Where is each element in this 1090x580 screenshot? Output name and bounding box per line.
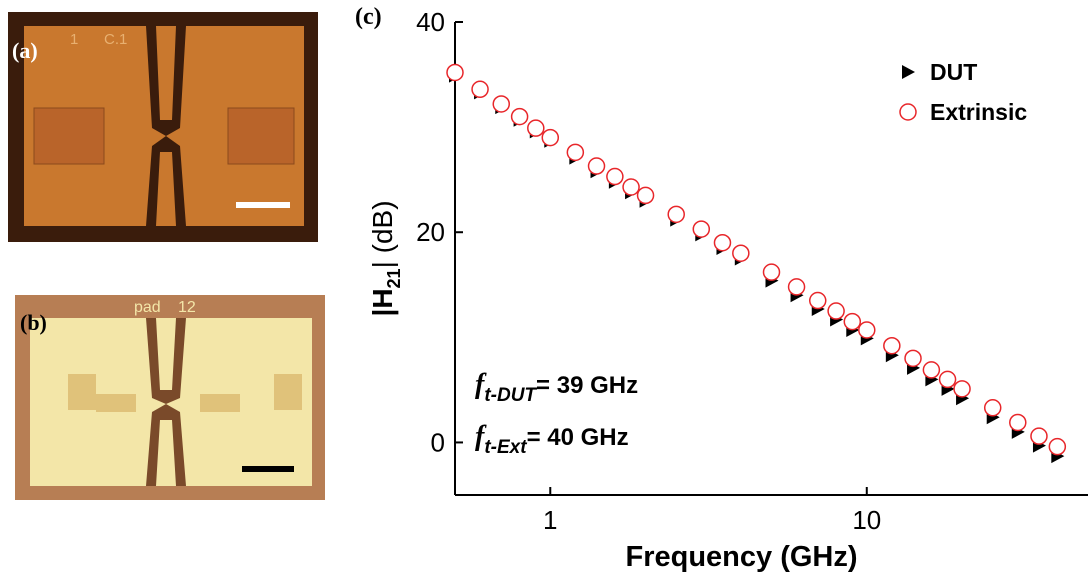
data-point [527,119,545,137]
data-point [622,178,640,196]
panel-label: (c) [355,4,382,30]
data-point [858,321,876,339]
annotation-text: = 39 GHz [536,372,638,399]
data-point [904,349,922,368]
photo-a [8,12,318,242]
panel-label: (b) [20,310,47,335]
annotation-symbol: f [475,421,487,452]
data-point [953,380,971,398]
data-point [843,312,862,331]
data-point [1009,413,1027,432]
data-point [762,263,781,281]
data-point [667,205,685,224]
x-tick-label: 10 [852,505,881,535]
annotation-sub: t-DUT [484,385,537,406]
data-point [938,370,957,389]
y-tick-label: 0 [431,427,445,457]
data-point [883,336,901,355]
chip-text: pad [134,299,161,316]
chip-text: 1 [70,31,78,48]
legend-label: Extrinsic [930,99,1027,125]
y-tick-label: 40 [416,7,445,37]
annotation-sub: t-Ext [484,437,527,458]
legend-marker [899,103,917,121]
data-point [471,80,489,99]
legend-label: DUT [930,59,977,85]
data-point [566,143,585,162]
data-point [587,157,606,175]
data-point [808,291,827,310]
chip-text: 12 [178,299,196,316]
x-axis-label: Frequency (GHz) [625,541,857,573]
photo-b [15,295,325,500]
data-point [606,167,624,186]
annotation-text: = 40 GHz [527,424,629,451]
data-point [787,278,806,296]
data-point [713,233,732,252]
annotation-symbol: f [475,369,487,400]
data-point [827,302,845,320]
data-point [692,220,711,238]
data-point [510,107,529,126]
y-axis-label-main: |H [367,288,398,316]
data-point [732,244,750,262]
data-point [636,186,655,205]
annotation: ft-DUT= 39 GHz [475,369,638,406]
data-point [983,399,1002,417]
y-axis-label-sub: 21 [384,268,404,288]
y-tick-label: 20 [416,217,445,247]
legend-marker [902,65,915,79]
data-point [446,63,464,82]
x-tick-label: 1 [543,505,557,535]
data-point [1030,427,1048,445]
annotation: ft-Ext= 40 GHz [475,421,629,458]
y-axis-label: |H21| (dB) [367,200,404,316]
data-point [1048,437,1067,456]
data-point [922,361,941,379]
panel-label: (a) [12,38,38,63]
data-point [541,128,560,147]
y-axis-label-end: | (dB) [367,200,398,268]
chip-text: C.1 [104,31,127,48]
data-point [492,95,510,113]
